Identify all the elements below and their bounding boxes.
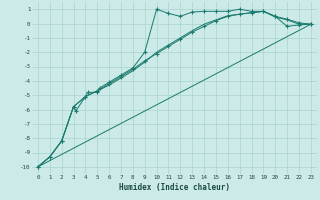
X-axis label: Humidex (Indice chaleur): Humidex (Indice chaleur) bbox=[119, 183, 230, 192]
